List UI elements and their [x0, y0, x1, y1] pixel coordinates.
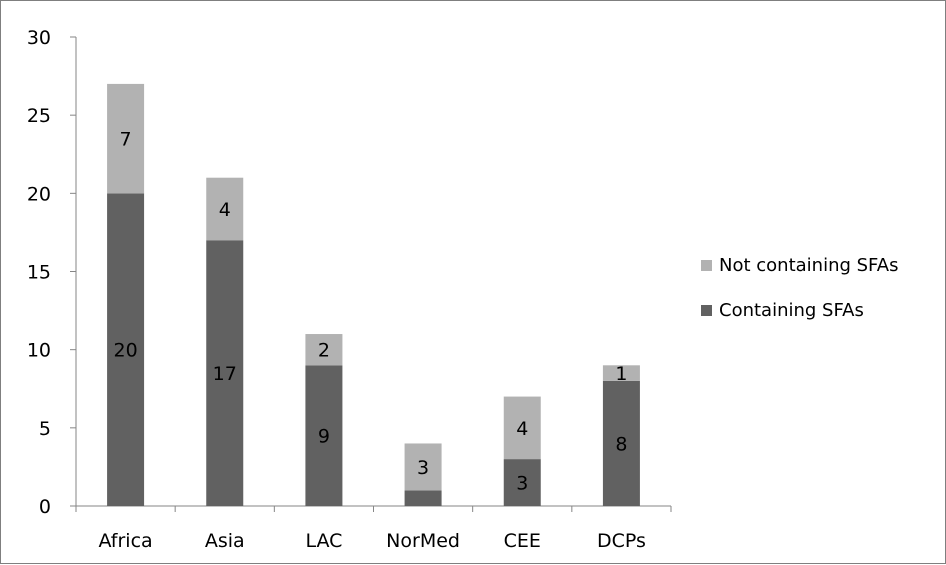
data-label: 1 [615, 363, 627, 385]
legend-swatch [701, 305, 712, 316]
axes: 0 5 10 15 20 25 30 Africa Asia LAC NorMed CEE DCPs [27, 27, 672, 552]
data-label: 20 [113, 340, 137, 362]
bar-africa-not-containing [107, 83, 145, 194]
x-tick-label: CEE [504, 530, 541, 552]
legend-label: Not containing SFAs [719, 255, 898, 276]
data-label: 8 [615, 433, 627, 455]
data-label: 4 [219, 199, 231, 221]
y-tick-label: 25 [27, 105, 51, 127]
data-label: 4 [516, 418, 528, 440]
y-tick-label: 15 [27, 262, 51, 284]
data-label: 2 [318, 340, 330, 362]
data-label: 3 [516, 473, 528, 495]
bar-africa-containing [107, 193, 145, 507]
data-label: 3 [417, 457, 429, 479]
x-tick-label: DCPs [597, 530, 646, 552]
bar-dcps-containing [602, 380, 640, 506]
y-tick-label: 0 [39, 496, 51, 518]
x-tick-label: LAC [305, 530, 342, 552]
bar-normed-containing [404, 490, 442, 506]
data-label: 7 [120, 129, 132, 151]
y-tick-label: 5 [39, 418, 51, 440]
legend-swatch [701, 260, 712, 271]
data-label: 17 [213, 363, 237, 385]
x-tick-label: NorMed [386, 530, 460, 552]
bar-cee-not-containing [503, 396, 541, 460]
bar-asia-containing [206, 240, 244, 506]
x-tick-label: Africa [98, 530, 152, 552]
bar-dcps-not-containing [602, 365, 640, 381]
data-labels: 20 7 17 4 9 2 3 3 4 8 1 [113, 129, 627, 495]
legend: Not containing SFAs Containing SFAs [701, 255, 898, 321]
data-label: 9 [318, 426, 330, 448]
x-tick-label: Asia [205, 530, 245, 552]
legend-label: Containing SFAs [719, 300, 864, 321]
bar-asia-not-containing [206, 177, 244, 241]
y-tick-label: 20 [27, 183, 51, 205]
bar-lac-containing [305, 365, 343, 506]
bar-lac-not-containing [305, 334, 343, 366]
y-tick-label: 30 [27, 27, 51, 49]
bar-normed-not-containing [404, 443, 442, 491]
bars [107, 83, 640, 507]
y-tick-label: 10 [27, 340, 51, 362]
bar-cee-containing [503, 459, 541, 506]
